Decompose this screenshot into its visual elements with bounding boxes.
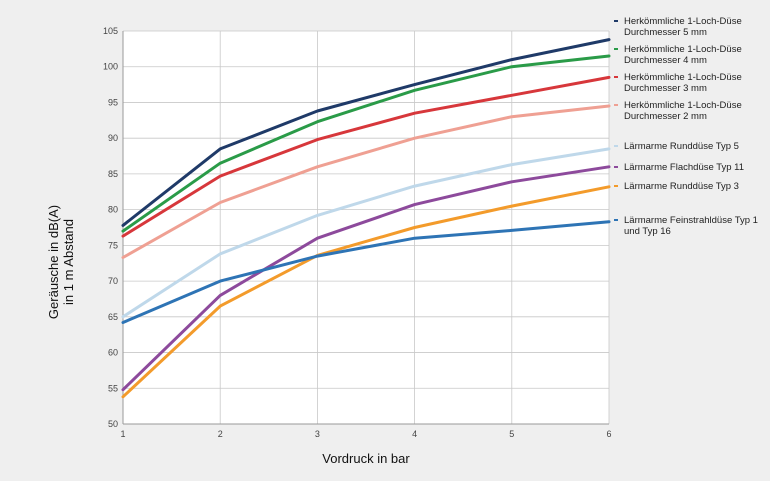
y-axis-title-line-1: Geräusche in dB(A): [46, 205, 61, 319]
tick-labels: 50 55 60 65 70 75 80 85 90 95 100 105 1 2 3 4 5 6: [103, 26, 612, 439]
y-tick-label: 80: [108, 205, 118, 215]
legend-label: Herkömmliche 1-Loch-Düse: [624, 16, 742, 27]
x-tick-label: 5: [509, 429, 514, 439]
series-lines: [121, 38, 611, 399]
y-tick-label: 95: [108, 97, 118, 107]
series-line-7: [121, 185, 611, 399]
x-tick-label: 2: [218, 429, 223, 439]
x-tick-label: 6: [606, 429, 611, 439]
y-tick-label: 90: [108, 133, 118, 143]
legend-label: Durchmesser 3 mm: [624, 83, 707, 94]
y-axis-title: Geräusche in dB(A) in 1 m Abstand: [46, 205, 76, 319]
series-line-4: [121, 104, 611, 259]
series-line-5: [121, 147, 611, 319]
y-tick-label: 50: [108, 419, 118, 429]
y-tick-label: 100: [103, 62, 118, 72]
y-tick-label: 60: [108, 348, 118, 358]
y-tick-label: 65: [108, 312, 118, 322]
y-tick-label: 85: [108, 169, 118, 179]
legend-label: und Typ 16: [624, 226, 671, 237]
y-tick-label: 55: [108, 383, 118, 393]
y-tick-label: 70: [108, 276, 118, 286]
legend-label: Lärmarme Runddüse Typ 3: [624, 181, 739, 192]
legend-label: Lärmarme Runddüse Typ 5: [624, 141, 739, 152]
series-line-2: [121, 54, 611, 233]
legend-label: Durchmesser 4 mm: [624, 55, 707, 66]
x-tick-label: 3: [315, 429, 320, 439]
legend-label: Herkömmliche 1-Loch-Düse: [624, 72, 742, 83]
legend-entry-6: Lärmarme Flachdüse Typ 11: [614, 162, 744, 173]
y-tick-label: 105: [103, 26, 118, 36]
legend-label: Lärmarme Flachdüse Typ 11: [624, 162, 744, 173]
legend-label: Herkömmliche 1-Loch-Düse: [624, 44, 742, 55]
series-line-6: [121, 165, 611, 392]
series-line-3: [121, 75, 611, 238]
legend-label: Lärmarme Feinstrahldüse Typ 1: [624, 215, 758, 226]
x-tick-label: 4: [412, 429, 417, 439]
x-tick-label: 1: [120, 429, 125, 439]
legend-label: Durchmesser 2 mm: [624, 111, 707, 122]
legend-entry-5: Lärmarme Runddüse Typ 5: [614, 141, 739, 152]
y-tick-label: 75: [108, 240, 118, 250]
legend-entry-7: Lärmarme Runddüse Typ 3: [614, 181, 739, 192]
legend-label: Herkömmliche 1-Loch-Düse: [624, 100, 742, 111]
x-axis-title: Vordruck in bar: [322, 451, 410, 466]
series-line-8: [121, 220, 611, 324]
series-line-1: [121, 38, 611, 227]
legend-label: Durchmesser 5 mm: [624, 27, 707, 38]
y-axis-title-line-2: in 1 m Abstand: [61, 219, 76, 305]
